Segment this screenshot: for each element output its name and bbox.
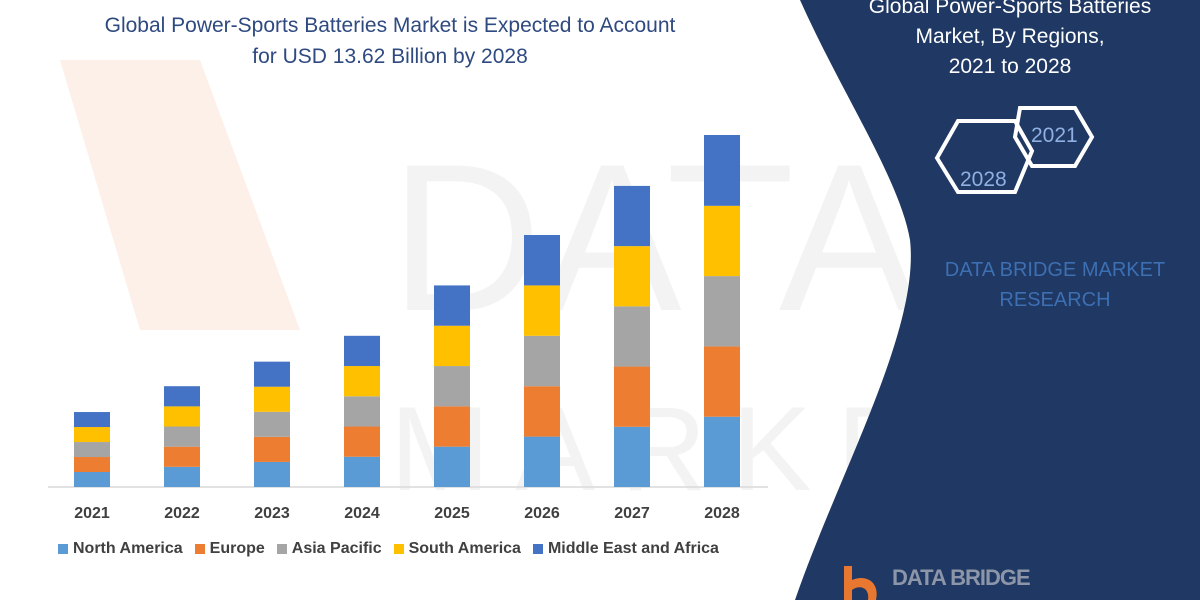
side-title-line3: 2021 to 2028: [948, 55, 1072, 78]
bar-segment-2021-middle-east-and-africa: [74, 412, 110, 428]
bar-segment-2027-middle-east-and-africa: [614, 185, 650, 247]
hexagon-2021: [1012, 106, 1095, 168]
x-tick-label: 2024: [344, 505, 380, 522]
bar-segment-2025-south-america: [434, 325, 470, 367]
legend-swatch: [532, 544, 543, 554]
bar-segment-2022-europe: [164, 446, 200, 467]
stacked-bar-chart: 2021 2022 2023 2024 2025 2026 2027 2028: [48, 135, 768, 522]
legend: North America Europe Asia Pacific South Ame…: [58, 540, 719, 558]
legend-item: South America: [393, 540, 521, 558]
legend-swatch: [276, 544, 287, 554]
bar-segment-2028-europe: [704, 346, 740, 417]
bar-segment-2025-asia-pacific: [434, 366, 470, 407]
bar-segment-2028-north-america: [704, 416, 740, 487]
bar-segment-2021-europe: [74, 457, 110, 473]
bar-segment-2026-asia-pacific: [524, 335, 560, 387]
x-tick-label: 2025: [434, 505, 470, 522]
bar-segment-2023-south-america: [254, 386, 290, 412]
bar-segment-2021-south-america: [74, 427, 110, 443]
bar-segment-2025-middle-east-and-africa: [434, 285, 470, 326]
brand-text: DATA BRIDGE MARKET RESEARCH: [915, 255, 1195, 315]
bar-segment-2021-asia-pacific: [74, 442, 110, 458]
chart-title-line1: Global Power-Sports Batteries Market is …: [104, 14, 676, 37]
bar-segment-2025-europe: [434, 406, 470, 447]
bar-segment-2026-south-america: [524, 285, 560, 336]
bar-segment-2027-asia-pacific: [614, 306, 650, 367]
legend-swatch: [393, 544, 404, 554]
bar-segment-2021-north-america: [74, 472, 110, 487]
legend-swatch: [58, 544, 68, 554]
data-bridge-logo-icon: [844, 566, 877, 600]
bar-segment-2024-middle-east-and-africa: [344, 335, 380, 367]
bar-segment-2024-north-america: [344, 456, 380, 487]
x-tick-label: 2027: [614, 505, 650, 522]
bar-segment-2028-middle-east-and-africa: [704, 135, 740, 206]
x-tick-label: 2022: [164, 505, 200, 522]
legend-label: North America: [73, 540, 183, 557]
side-title-line2: Market, By Regions,: [915, 25, 1105, 48]
bar-segment-2023-middle-east-and-africa: [254, 361, 290, 387]
bar-segment-2027-south-america: [614, 246, 650, 307]
x-tick-label: 2021: [74, 505, 110, 522]
legend-label: Europe: [209, 540, 265, 557]
legend-item: Asia Pacific: [276, 540, 382, 558]
side-title-line1: Global Power-Sports Batteries: [868, 0, 1152, 18]
bar-segment-2027-europe: [614, 366, 650, 427]
bar-segment-2024-asia-pacific: [344, 396, 380, 427]
bar-segment-2025-north-america: [434, 446, 470, 487]
hex-year-2021: 2021: [1031, 124, 1078, 147]
chart-title: Global Power-Sports Batteries Market is …: [40, 10, 740, 72]
bar-segment-2024-europe: [344, 426, 380, 457]
bar-segment-2022-middle-east-and-africa: [164, 386, 200, 407]
bar-segment-2022-asia-pacific: [164, 426, 200, 447]
legend-swatch: [194, 544, 205, 554]
brand-line1: DATA BRIDGE MARKET: [944, 259, 1166, 281]
brand-line2: RESEARCH: [999, 289, 1111, 311]
legend-label: Middle East and Africa: [547, 540, 719, 557]
legend-item: North America: [58, 540, 183, 558]
bar-segment-2022-south-america: [164, 406, 200, 427]
bar-segment-2024-south-america: [344, 366, 380, 397]
bar-segment-2022-north-america: [164, 466, 200, 487]
x-tick-label: 2026: [524, 505, 560, 522]
x-tick-label: 2028: [704, 505, 740, 522]
hex-year-2028: 2028: [960, 168, 1007, 191]
chart-title-line2: for USD 13.62 Billion by 2028: [252, 45, 528, 68]
bar-segment-2023-asia-pacific: [254, 411, 290, 437]
bar-segment-2026-middle-east-and-africa: [524, 235, 560, 286]
bar-segment-2028-south-america: [704, 205, 740, 277]
legend-item: Middle East and Africa: [532, 540, 719, 558]
bar-segment-2026-europe: [524, 386, 560, 437]
legend-item: Europe: [194, 540, 265, 558]
bar-segment-2027-north-america: [614, 426, 650, 487]
x-tick-label: 2023: [254, 505, 290, 522]
legend-label: Asia Pacific: [291, 540, 382, 557]
bar-segment-2026-north-america: [524, 436, 560, 487]
bar-segment-2028-asia-pacific: [704, 276, 740, 347]
side-panel-title: Global Power-Sports Batteries Market, By…: [835, 0, 1185, 82]
legend-label: South America: [408, 540, 521, 557]
logo-text: DATA BRIDGE: [892, 565, 1031, 590]
bar-segment-2023-europe: [254, 436, 290, 462]
bar-segment-2023-north-america: [254, 461, 290, 487]
hexagon-2028: [934, 119, 1035, 194]
